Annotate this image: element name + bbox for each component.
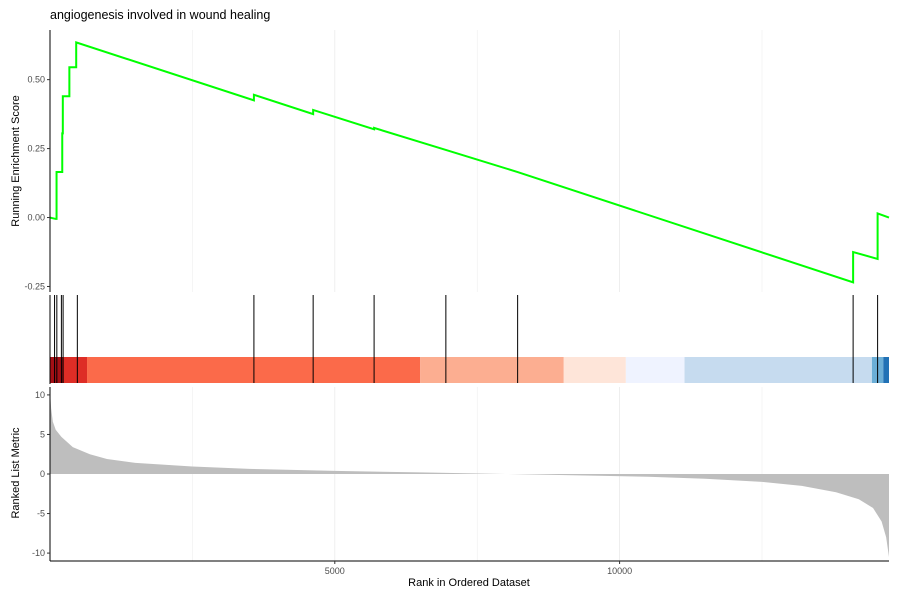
enrichment-line bbox=[49, 41, 890, 284]
y-tick-label-ranked-metric: 10 bbox=[35, 390, 45, 400]
ranked-metric-area bbox=[50, 390, 889, 558]
grid-layer bbox=[192, 30, 763, 561]
gene-hit-markers bbox=[54, 295, 879, 383]
enrichment-score-line bbox=[49, 41, 890, 284]
x-axis-title: Rank in Ordered Dataset bbox=[408, 577, 530, 589]
hit-color-band bbox=[563, 357, 626, 383]
x-tick-label: 10000 bbox=[607, 566, 632, 576]
chart-title: angiogenesis involved in wound healing bbox=[50, 8, 271, 22]
y-axis-title-enrichment: Running Enrichment Score bbox=[10, 95, 22, 226]
hit-color-band bbox=[625, 357, 685, 383]
ranked-metric-fill bbox=[50, 390, 889, 558]
hit-color-band bbox=[684, 357, 872, 383]
y-tick-label-enrichment: 0.50 bbox=[27, 75, 45, 85]
x-tick-label: 5000 bbox=[325, 566, 345, 576]
hit-color-bands bbox=[50, 357, 889, 383]
y-tick-label-enrichment: -0.25 bbox=[24, 281, 45, 291]
y-tick-label-enrichment: 0.00 bbox=[27, 213, 45, 223]
hit-color-band bbox=[63, 357, 88, 383]
y-tick-label-ranked-metric: 0 bbox=[40, 469, 45, 479]
axes: -0.25 0.00 0.25 0.50 -10 -5 0 5 10 5000 10000 bbox=[24, 30, 889, 576]
y-axis-title-ranked-metric: Ranked List Metric bbox=[10, 427, 22, 519]
y-tick-label-ranked-metric: -10 bbox=[32, 548, 45, 558]
y-tick-label-ranked-metric: -5 bbox=[37, 509, 45, 519]
y-tick-label-ranked-metric: 5 bbox=[40, 429, 45, 439]
y-tick-label-enrichment: 0.25 bbox=[27, 144, 45, 154]
hit-color-band bbox=[420, 357, 564, 383]
hit-color-band bbox=[883, 357, 889, 383]
